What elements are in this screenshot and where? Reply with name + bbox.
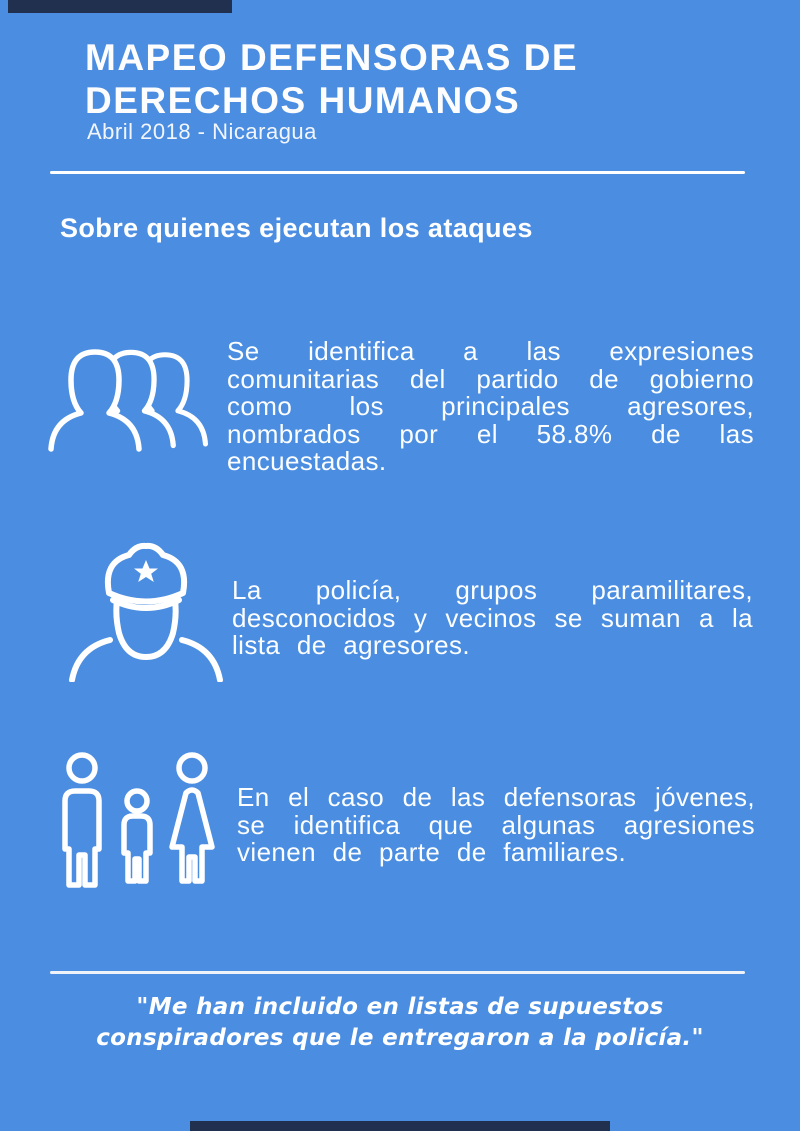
page-title-line2: DERECHOS HUMANOS: [85, 80, 521, 121]
item-text-family: En el caso de las defensoras jóvenes, se…: [237, 782, 755, 868]
bottom-accent-bar: [190, 1121, 610, 1131]
testimonial-quote: "Me han incluido en listas de supuestos …: [96, 994, 704, 1051]
page-title-line1: MAPEO DEFENSORAS DE: [85, 37, 579, 78]
family-icon: [52, 751, 220, 889]
item-text-aggressors: Se identifica a las expresiones comunita…: [227, 336, 754, 477]
bottom-divider: [50, 971, 745, 974]
top-divider: [50, 171, 745, 174]
page-subtitle: Abril 2018 - Nicaragua: [87, 119, 317, 144]
group-of-people-icon: [45, 336, 213, 456]
item-text-police: La policía, grupos paramilitares, descon…: [232, 575, 753, 661]
police-officer-icon: [60, 536, 232, 682]
page-title: MAPEO DEFENSORAS DE DERECHOS HUMANOS: [85, 36, 725, 122]
top-accent-bar: [8, 0, 232, 13]
section-heading: Sobre quienes ejecutan los ataques: [60, 213, 533, 243]
